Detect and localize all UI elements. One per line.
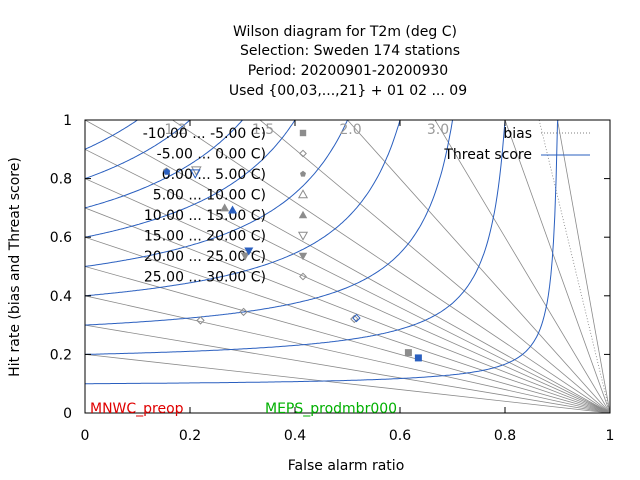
x-tick-label: 1 [606, 428, 615, 444]
class-legend-marker [297, 189, 309, 199]
x-axis-label: False alarm ratio [288, 458, 405, 474]
data-point [244, 247, 254, 256]
bias-line [85, 148, 610, 413]
data-point [189, 169, 201, 179]
bias-line [85, 295, 610, 413]
y-tick-label: 0 [63, 406, 72, 422]
model-name-mnwc: MNWC_preop [90, 401, 184, 417]
bias-line [85, 324, 610, 413]
x-tick-label: 0.2 [179, 428, 201, 444]
x-tick-label: 0.8 [494, 428, 516, 444]
selection-line: Selection: Sweden 174 stations [240, 43, 460, 59]
data-point [352, 313, 361, 323]
class-legend-marker [297, 231, 309, 241]
bias-label: 2.0 [339, 122, 361, 138]
y-axis-label: Hit rate (bias and Threat score) [7, 157, 23, 377]
y-tick-label: 0.6 [50, 230, 72, 246]
threat-score-curve [85, 120, 559, 385]
bias-label: 1.2 [164, 122, 186, 138]
bias-line [85, 120, 610, 413]
bias-line [557, 120, 610, 413]
bias-line [259, 120, 610, 413]
model-name-meps: MEPS_prodmbr000 [265, 401, 397, 417]
class-legend-marker [298, 252, 308, 261]
data-point [163, 168, 171, 175]
data-point [239, 307, 248, 317]
data-point [228, 205, 238, 214]
class-legend-label: -5.00 ... 0.00 C) [157, 147, 266, 163]
bias-label: 3.0 [427, 122, 449, 138]
data-point [196, 316, 205, 325]
data-point [414, 354, 422, 362]
threat-score-curve [85, 120, 296, 238]
threat-score-curve [85, 120, 401, 297]
x-tick-label: 0 [81, 428, 90, 444]
x-tick-label: 0.6 [389, 428, 411, 444]
class-legend-marker [300, 170, 306, 177]
data-point [220, 203, 230, 212]
class-legend-label: 20.00 ... 25.00 C) [144, 249, 266, 265]
class-legend: -10.00 ... -5.00 C) -5.00 ... 0.00 C) 0.00… [143, 126, 309, 286]
legend-threat-label: Threat score [443, 147, 532, 163]
bias-label: 1.5 [252, 122, 274, 138]
period-line: Period: 20200901-20200930 [248, 63, 448, 79]
used-hours-line: Used {00,03,...,21} + 01 02 ... 09 [229, 83, 467, 99]
bias-lines [85, 120, 610, 413]
y-tick-label: 1 [63, 113, 72, 129]
data-point [404, 349, 412, 357]
threat-score-curve [85, 120, 244, 209]
bias-line [504, 120, 610, 413]
class-legend-label: -10.00 ... -5.00 C) [143, 126, 266, 142]
legend: bias Threat score [443, 126, 590, 163]
legend-bias-label: bias [503, 126, 532, 142]
threat-score-curve [85, 120, 139, 150]
class-legend-label: 5.00 ... 10.00 C) [153, 188, 266, 204]
bias-line [434, 120, 610, 413]
threat-score-curve [85, 120, 454, 326]
threat-score-curves [85, 120, 559, 385]
class-legend-label: 0.00 ... 5.00 C) [162, 167, 266, 183]
data-point [350, 314, 359, 324]
bias-line [346, 120, 610, 413]
chart-title: Wilson diagram for T2m (deg C) [233, 24, 457, 40]
class-legend-marker [299, 149, 307, 158]
threat-score-curve [85, 120, 191, 180]
class-legend-label: 15.00 ... 20.00 C) [144, 229, 266, 245]
bias-line [85, 178, 610, 413]
y-tick-label: 0.8 [50, 172, 72, 188]
class-legend-marker [299, 272, 307, 281]
threat-score-curve [85, 120, 349, 267]
bias-labels: 1.2 1.5 2.0 3.0 [164, 122, 449, 138]
data-point [190, 166, 202, 176]
bias-limit-line [538, 120, 610, 413]
y-tick-label: 0.4 [50, 289, 72, 305]
class-legend-marker [298, 210, 308, 219]
class-legend-label: 25.00 ... 30.00 C) [144, 270, 266, 286]
data-points [163, 166, 422, 362]
y-tick-label: 0.2 [50, 347, 72, 363]
bias-line [85, 207, 610, 413]
x-tick-label: 0.4 [284, 428, 306, 444]
bias-line [85, 236, 610, 413]
bias-line [85, 354, 610, 413]
plot-frame [84, 119, 611, 414]
class-legend-marker [299, 129, 307, 137]
axis-ticks: 0 0.2 0.4 0.6 0.8 1 0 0.2 0.4 0.6 0.8 1 [50, 113, 615, 444]
class-legend-label: 10.00 ... 15.00 C) [144, 208, 266, 224]
threat-score-curve [85, 120, 506, 355]
data-point [240, 252, 250, 261]
